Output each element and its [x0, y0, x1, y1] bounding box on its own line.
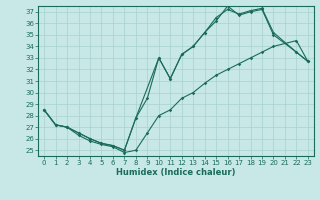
- X-axis label: Humidex (Indice chaleur): Humidex (Indice chaleur): [116, 168, 236, 177]
